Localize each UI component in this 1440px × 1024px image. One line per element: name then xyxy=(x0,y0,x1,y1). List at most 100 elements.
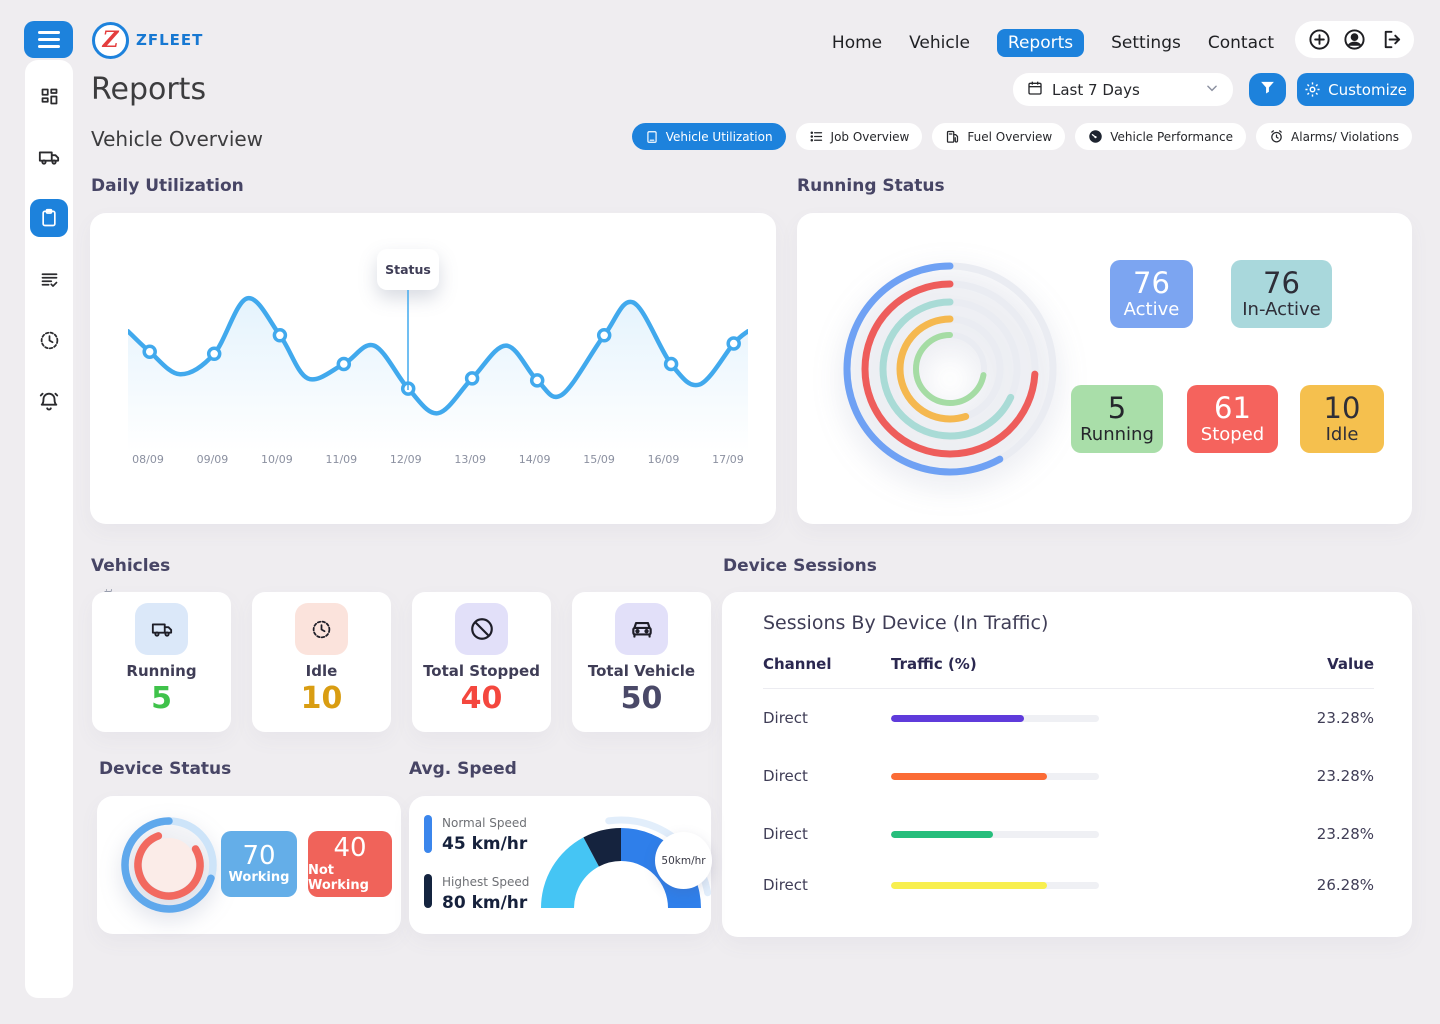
calendar-icon xyxy=(1027,80,1043,100)
col-channel: Channel xyxy=(763,655,832,673)
add-circle-icon[interactable] xyxy=(1308,28,1331,51)
stat-chip-in-active: 76 In-Active xyxy=(1231,260,1332,328)
value-cell: 23.28% xyxy=(1316,767,1374,785)
account-icon[interactable] xyxy=(1343,28,1366,51)
device-sessions-card: Sessions By Device (In Traffic) Channel … xyxy=(722,592,1412,937)
col-traffic: Traffic (%) xyxy=(891,655,977,673)
traffic-bar xyxy=(891,714,1294,722)
session-row: Direct 26.28% xyxy=(763,876,1374,894)
vehicles-title: Vehicles xyxy=(91,556,171,576)
nav-item-vehicle[interactable]: Vehicle xyxy=(909,33,970,53)
clipboard-icon xyxy=(39,208,59,228)
nav-item-contact[interactable]: Contact xyxy=(1207,33,1274,53)
sidebar-item-truck[interactable] xyxy=(30,138,68,176)
clock-icon xyxy=(39,330,60,351)
x-tick: 15/09 xyxy=(583,453,615,466)
avg-speed-card: Normal Speed 45 km/hr Highest Speed 80 k… xyxy=(409,796,712,934)
page-subtitle: Vehicle Overview xyxy=(91,127,264,151)
hamburger-icon xyxy=(37,31,60,34)
stat-chip-idle: 10 Idle xyxy=(1300,385,1384,453)
car-icon xyxy=(615,603,668,655)
session-row: Direct 23.28% xyxy=(763,709,1374,727)
list-check-icon xyxy=(39,269,60,290)
date-range-select[interactable]: Last 7 Days xyxy=(1013,73,1233,106)
tab-alarms-violations[interactable]: Alarms/ Violations xyxy=(1256,123,1412,150)
running-status-rings-chart[interactable] xyxy=(825,244,1075,494)
daily-utilization-chart[interactable] xyxy=(128,241,748,453)
sidebar-item-clipboard[interactable] xyxy=(30,199,68,237)
x-tick: 10/09 xyxy=(261,453,293,466)
tab-vehicle-performance[interactable]: Vehicle Performance xyxy=(1075,123,1247,150)
sidebar-item-bell[interactable] xyxy=(30,382,68,420)
sessions-table-title: Sessions By Device (In Traffic) xyxy=(763,612,1049,634)
x-tick: 12/09 xyxy=(389,453,422,466)
value-cell: 23.28% xyxy=(1316,709,1374,727)
stat-chip-working: 70 Working xyxy=(221,831,297,897)
x-tick: 17/09 xyxy=(712,453,744,466)
vehicle-card-total-vehicle: Total Vehicle 50 xyxy=(572,592,711,732)
value-cell: 23.28% xyxy=(1316,825,1374,843)
date-range-value: Last 7 Days xyxy=(1052,80,1140,99)
x-tick: 16/09 xyxy=(647,453,680,466)
dashboard-icon xyxy=(39,86,60,107)
device-sessions-title: Device Sessions xyxy=(723,556,877,576)
nav-item-reports[interactable]: Reports xyxy=(996,29,1085,57)
sessions-table-header: Channel Traffic (%) Value xyxy=(763,655,1374,673)
customize-label: Customize xyxy=(1328,80,1407,99)
page-title: Reports xyxy=(91,72,207,107)
tab-vehicle-utilization[interactable]: Vehicle Utilization xyxy=(631,123,786,150)
topbar-actions xyxy=(1295,21,1414,58)
sidebar-item-list-check[interactable] xyxy=(30,260,68,298)
nav-item-settings[interactable]: Settings xyxy=(1111,33,1181,53)
x-axis-labels: 08/09 09/09 10/09 11/09 12/09 13/09 14/09 15/09… xyxy=(128,453,748,466)
x-tick: 13/09 xyxy=(454,453,487,466)
sidebar-item-dashboard[interactable] xyxy=(30,77,68,115)
daily-utilization-title: Daily Utilization xyxy=(91,176,244,196)
speedometer-icon xyxy=(1088,129,1103,144)
ban-icon xyxy=(455,603,508,655)
avg-speed-title: Avg. Speed xyxy=(409,759,517,779)
filter-button[interactable] xyxy=(1249,73,1286,106)
logo-text: ZFLEET xyxy=(136,31,204,49)
gear-icon xyxy=(1304,81,1321,98)
clock-icon xyxy=(295,603,348,655)
x-tick: 09/09 xyxy=(196,453,229,466)
channel-cell: Direct xyxy=(763,876,808,894)
truck-icon xyxy=(38,146,60,168)
x-tick: 11/09 xyxy=(325,453,358,466)
device-status-donut-chart[interactable] xyxy=(111,807,227,923)
channel-cell: Direct xyxy=(763,709,808,727)
x-tick: 14/09 xyxy=(518,453,551,466)
app-logo: Z ZFLEET xyxy=(92,21,203,59)
nav-item-home[interactable]: Home xyxy=(831,33,883,53)
menu-button[interactable] xyxy=(24,21,73,58)
running-status-title: Running Status xyxy=(797,176,945,196)
channel-cell: Direct xyxy=(763,767,808,785)
channel-cell: Direct xyxy=(763,825,808,843)
session-row: Direct 23.28% xyxy=(763,825,1374,843)
running-status-card: 76 Active 76 In-Active 5 Running 61 Stoped 10 Idl… xyxy=(797,213,1412,524)
sidebar-item-clock[interactable] xyxy=(30,321,68,359)
col-value: Value xyxy=(1327,655,1374,673)
stat-chip-not-working: 40 Not Working xyxy=(308,831,392,897)
tab-fuel-overview[interactable]: Fuel Overview xyxy=(932,123,1066,150)
traffic-bar xyxy=(891,772,1294,780)
bell-icon xyxy=(38,390,60,412)
main-nav: Home Vehicle Reports Settings Contact xyxy=(832,29,1274,57)
normal-speed-value: 45 km/hr xyxy=(442,834,528,854)
vehicle-card-idle: Idle 10 xyxy=(252,592,391,732)
normal-speed-label: Normal Speed xyxy=(442,816,527,830)
traffic-bar xyxy=(891,881,1294,889)
normal-speed-legend-swatch xyxy=(424,815,432,853)
logout-icon[interactable] xyxy=(1379,28,1402,51)
gauge-speed-badge: 50km/hr xyxy=(655,832,712,889)
vehicle-card-running: Running 5 xyxy=(92,592,231,732)
customize-button[interactable]: Customize xyxy=(1297,73,1414,106)
alarm-icon xyxy=(1269,129,1284,144)
chart-tooltip-line xyxy=(407,290,409,390)
device-icon xyxy=(645,130,659,144)
chevron-down-icon xyxy=(1205,80,1219,99)
sidebar xyxy=(25,60,73,998)
tab-job-overview[interactable]: Job Overview xyxy=(795,123,923,150)
